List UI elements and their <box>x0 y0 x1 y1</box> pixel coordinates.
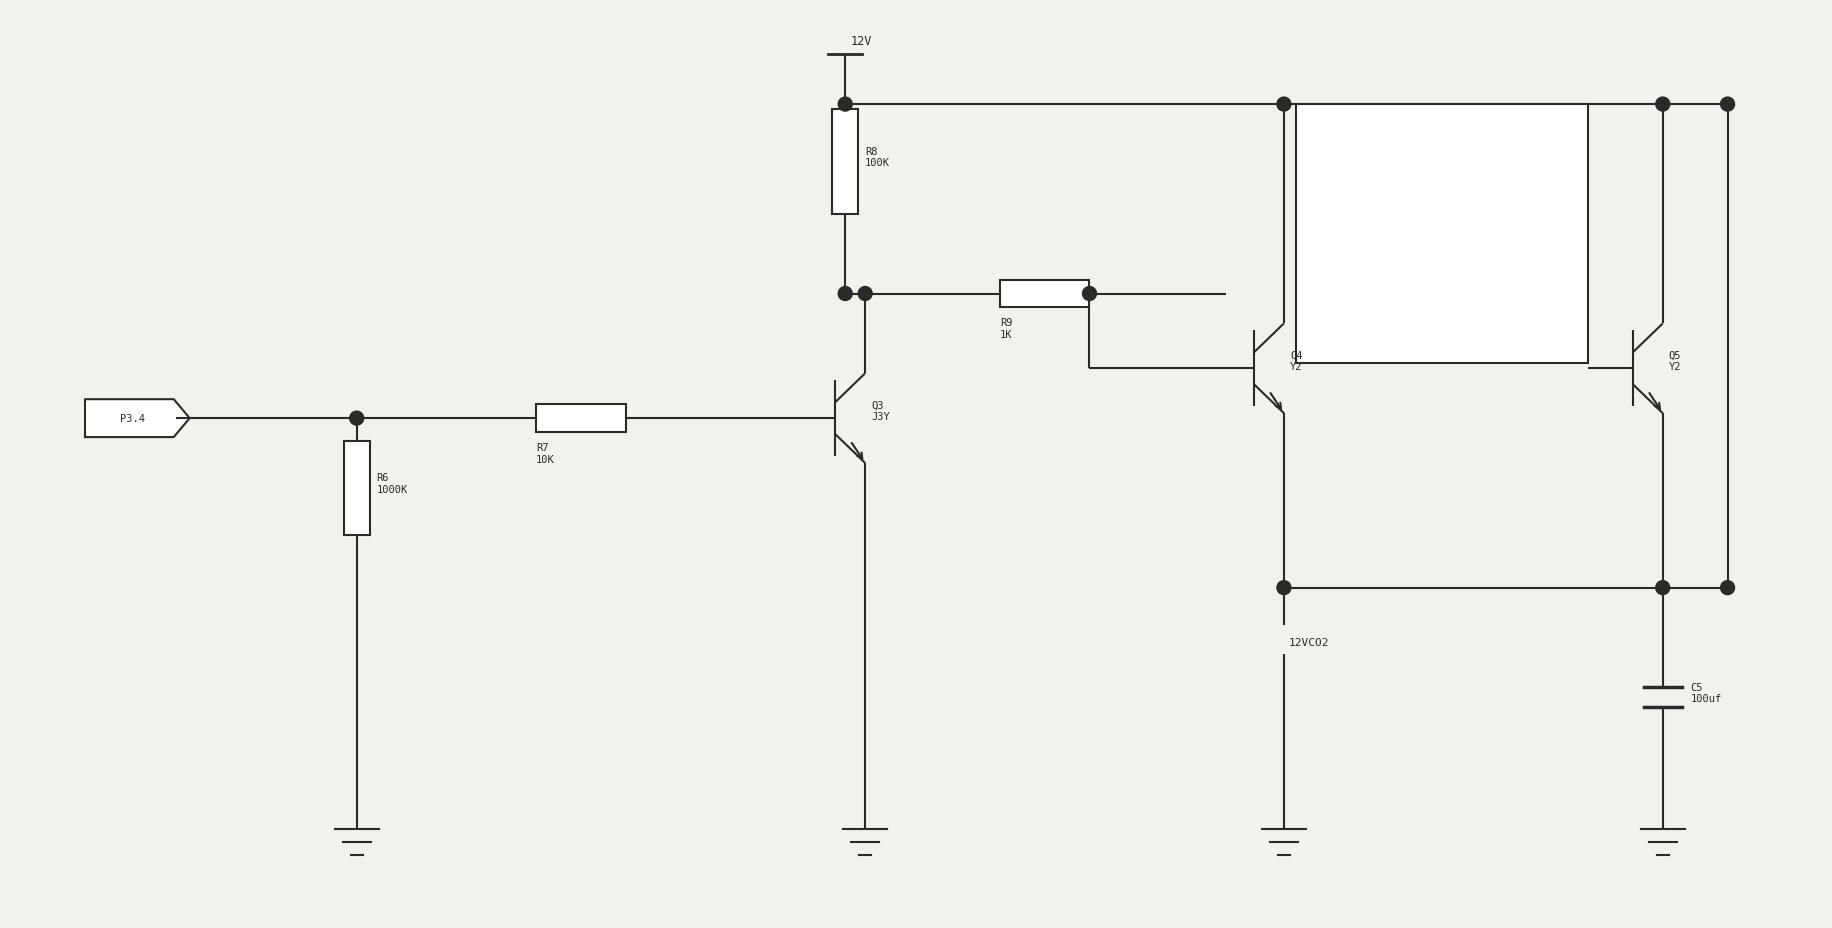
Text: P3.4: P3.4 <box>119 414 145 424</box>
Text: Q4
Y2: Q4 Y2 <box>1290 350 1303 372</box>
Bar <box>535 405 625 432</box>
Circle shape <box>350 412 363 426</box>
Text: C5
100uf: C5 100uf <box>1689 682 1720 703</box>
Text: R6
1000K: R6 1000K <box>376 472 409 495</box>
Circle shape <box>1277 581 1290 595</box>
Circle shape <box>1277 98 1290 112</box>
Circle shape <box>1720 581 1733 595</box>
Circle shape <box>1083 288 1096 302</box>
Bar <box>998 280 1088 308</box>
Circle shape <box>857 288 872 302</box>
Text: Q5
Y2: Q5 Y2 <box>1667 350 1680 372</box>
Circle shape <box>1654 581 1669 595</box>
Text: Q3
J3Y: Q3 J3Y <box>870 400 889 421</box>
Text: 12VCO2: 12VCO2 <box>1288 638 1328 648</box>
Text: R7
10K: R7 10K <box>535 443 555 464</box>
Bar <box>1295 105 1587 364</box>
Circle shape <box>837 288 852 302</box>
Bar <box>344 441 370 535</box>
Circle shape <box>837 98 852 112</box>
Circle shape <box>1720 98 1733 112</box>
Circle shape <box>1654 98 1669 112</box>
Text: R8
100K: R8 100K <box>865 147 890 168</box>
Text: 12V: 12V <box>850 35 870 48</box>
Bar <box>832 110 857 214</box>
Polygon shape <box>84 400 189 438</box>
Text: R9
1K: R9 1K <box>998 318 1011 340</box>
